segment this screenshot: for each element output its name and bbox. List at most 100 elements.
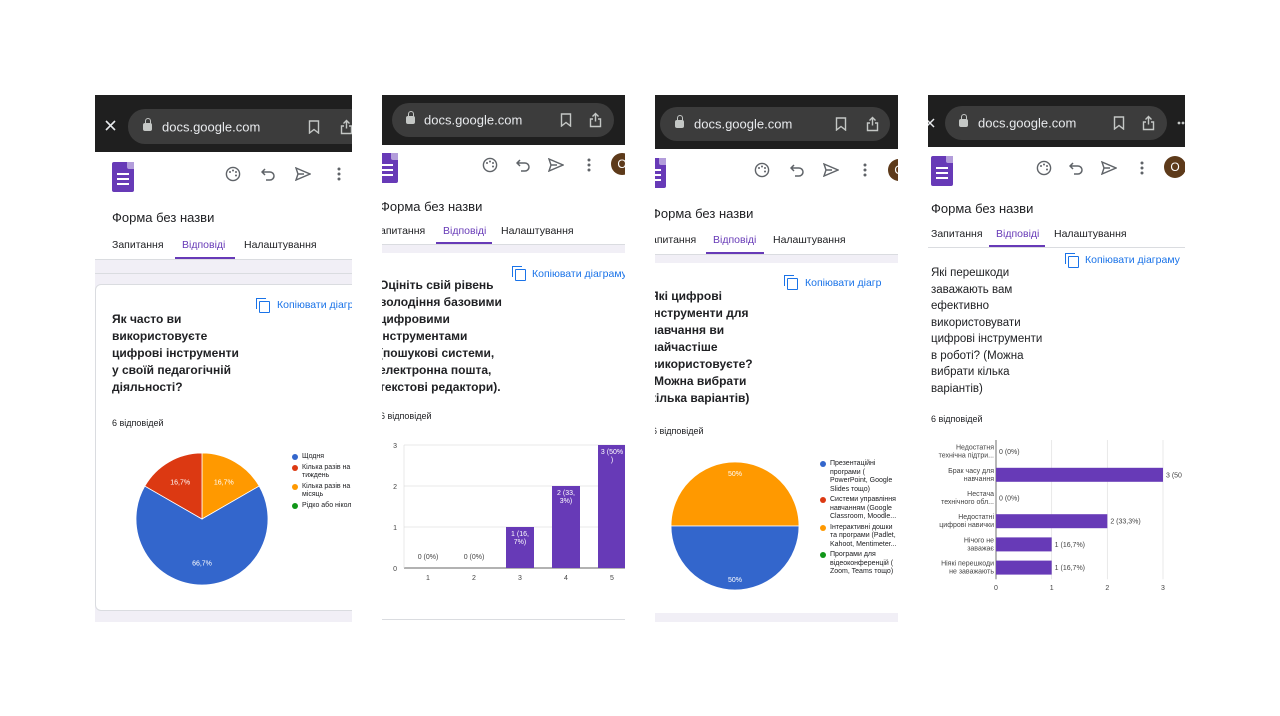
avatar[interactable]: О	[888, 159, 898, 181]
question-text: Які цифрові інструменти для навчання ви най…	[655, 289, 753, 405]
share-icon[interactable]	[1142, 115, 1155, 131]
url-text: docs.google.com	[424, 112, 523, 128]
question-text: Оцініть свій рівень володіння базовими циф…	[382, 278, 502, 394]
legend-item: Щодня	[292, 453, 352, 462]
address-field[interactable]: docs.google.com	[128, 109, 352, 144]
pie-chart-tools: 50% 50%	[670, 461, 800, 591]
palette-icon[interactable]	[754, 162, 770, 178]
y-tick-label: 3	[393, 443, 397, 450]
bar-data-label: 0 (0%)	[999, 449, 1020, 456]
tab-settings[interactable]: Налаштування	[501, 225, 574, 237]
tab-settings[interactable]: Налаштування	[1054, 228, 1127, 240]
bar	[598, 445, 625, 568]
tab-responses[interactable]: Відповіді	[182, 239, 226, 251]
bookmark-icon[interactable]	[835, 117, 847, 131]
undo-icon[interactable]	[790, 163, 805, 177]
copy-chart-button[interactable]: Копіювати діагр	[277, 299, 352, 311]
pie-slice	[670, 461, 800, 527]
google-forms-logo[interactable]	[931, 156, 953, 186]
tab-responses[interactable]: Відповіді	[443, 225, 487, 237]
more-horiz-icon[interactable]	[1177, 121, 1185, 125]
panel-3: docs.google.com О Форма без назви апитан…	[655, 95, 898, 622]
copy-chart-button[interactable]: Копіювати діагр	[805, 277, 882, 289]
google-forms-logo[interactable]	[655, 158, 666, 188]
bar-data-label: 2 (33,	[557, 490, 575, 497]
copy-chart-icon[interactable]	[784, 275, 798, 290]
browser-url-bar: docs.google.com	[382, 95, 625, 145]
y-category-label: Недостатня	[956, 445, 994, 452]
google-forms-logo[interactable]	[112, 162, 134, 192]
address-field[interactable]: docs.google.com	[660, 107, 890, 141]
palette-icon[interactable]	[482, 157, 498, 173]
close-icon[interactable]	[928, 118, 935, 128]
address-field[interactable]: docs.google.com	[945, 106, 1167, 140]
undo-icon[interactable]	[516, 158, 531, 172]
copy-chart-icon[interactable]	[512, 266, 526, 281]
tabs-divider	[655, 254, 898, 255]
avatar[interactable]: О	[611, 153, 625, 175]
slice-label: 16,7%	[214, 479, 234, 486]
slice-label: 66,7%	[192, 561, 212, 568]
browser-url-bar: docs.google.com	[95, 95, 352, 152]
response-card	[95, 284, 352, 611]
x-tick-label: 2	[472, 575, 476, 582]
pie-chart-frequency: 16,7% 66,7% 16,7%	[135, 452, 269, 586]
more-vert-icon[interactable]	[587, 158, 591, 172]
share-icon[interactable]	[866, 116, 879, 132]
tab-settings[interactable]: Налаштування	[244, 239, 317, 251]
more-vert-icon[interactable]	[1140, 161, 1144, 175]
question-text: Які перешкоди заважають вам ефективно викор…	[931, 267, 1043, 395]
palette-icon[interactable]	[225, 166, 241, 182]
pie-slice	[670, 525, 800, 591]
tab-responses[interactable]: Відповіді	[996, 228, 1040, 240]
more-vert-icon[interactable]	[337, 167, 341, 181]
undo-icon[interactable]	[1069, 161, 1084, 175]
tab-settings[interactable]: Налаштування	[773, 234, 846, 246]
legend-item: Інтерактивні дошки та програми (Padlet, Ka…	[820, 524, 898, 550]
form-title: Форма без назви	[931, 201, 1034, 216]
tab-questions[interactable]: апитання	[655, 234, 697, 246]
x-tick-label: 0	[994, 585, 998, 592]
avatar[interactable]: O	[1164, 156, 1185, 178]
close-icon[interactable]	[105, 120, 116, 131]
y-category-label: Нічого не	[964, 536, 994, 544]
send-icon[interactable]	[823, 163, 839, 177]
share-icon[interactable]	[589, 112, 602, 128]
address-field[interactable]: docs.google.com	[392, 103, 614, 137]
bookmark-icon[interactable]	[308, 119, 320, 134]
bar	[996, 560, 1052, 575]
google-forms-logo[interactable]	[382, 153, 398, 183]
lock-icon	[143, 117, 152, 131]
bookmark-icon[interactable]	[560, 113, 572, 127]
tab-questions[interactable]: Запитання	[931, 228, 983, 240]
palette-icon[interactable]	[1036, 160, 1052, 176]
y-category-label: Нестача	[967, 491, 994, 498]
more-vert-icon[interactable]	[863, 163, 867, 177]
tabs-divider	[382, 244, 625, 245]
send-icon[interactable]	[1101, 161, 1117, 175]
share-icon[interactable]	[340, 119, 352, 134]
response-count: 6 відповідей	[382, 411, 432, 421]
panel-4: docs.google.com O Форма без назви Запита…	[928, 95, 1185, 622]
copy-chart-icon[interactable]	[256, 298, 270, 313]
y-category-label: Брак часу для	[948, 468, 994, 475]
undo-icon[interactable]	[261, 167, 276, 181]
bookmark-icon[interactable]	[1113, 116, 1125, 130]
legend-item: Рідко або нікол	[292, 502, 352, 511]
y-category-label: цифрові навички	[939, 521, 994, 529]
bar	[506, 527, 534, 568]
tab-responses[interactable]: Відповіді	[713, 234, 757, 246]
tabs-divider	[95, 259, 352, 260]
tab-questions[interactable]: апитання	[382, 225, 426, 237]
slice-label: 50%	[728, 471, 742, 478]
card-bottom-divider	[382, 619, 625, 620]
copy-chart-icon[interactable]	[1065, 253, 1079, 268]
bar-data-label: 1 (16,	[511, 531, 529, 538]
send-icon[interactable]	[295, 167, 311, 181]
copy-chart-button[interactable]: Копіювати діаграму	[532, 268, 625, 280]
send-icon[interactable]	[548, 158, 564, 172]
copy-chart-button[interactable]: Копіювати діаграму	[1085, 254, 1180, 266]
pie-legend: Щодня Кілька разів на тиждень Кілька разі…	[292, 453, 352, 512]
tab-questions[interactable]: Запитання	[112, 239, 164, 251]
